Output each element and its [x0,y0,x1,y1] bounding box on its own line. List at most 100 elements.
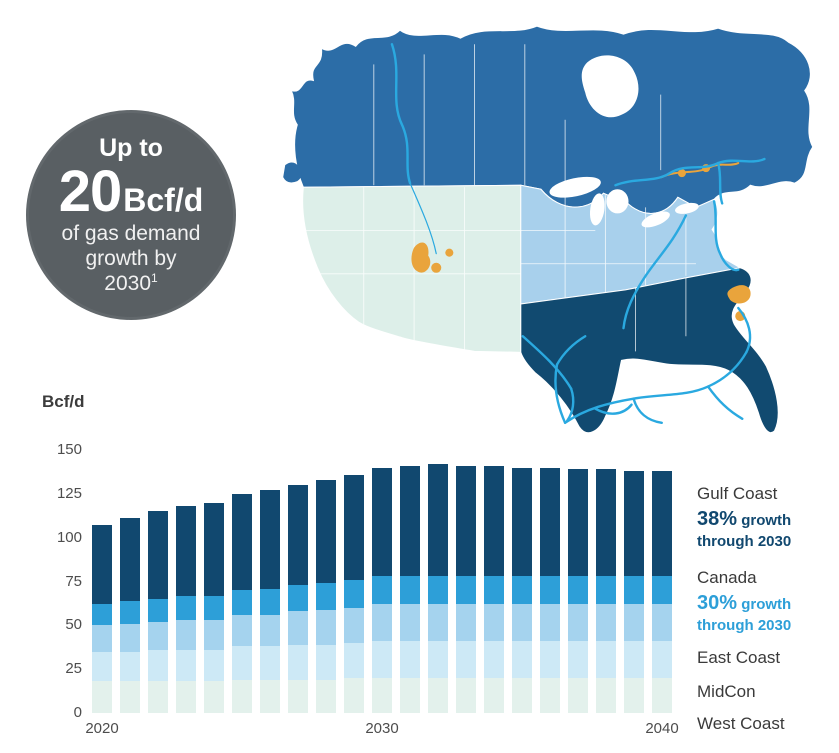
bar-2024 [204,502,224,713]
north-america-map [263,4,837,452]
bar-2026 [260,490,280,713]
badge-top-label: Up to [99,133,163,162]
segment-west-coast [624,677,644,713]
segment-gulf-coast [456,465,476,577]
bar-2022 [148,511,168,713]
legend-gulf-coast-label: Gulf Coast [697,484,778,503]
segment-east-coast [316,609,336,645]
map-vancouver-island [283,162,302,183]
segment-midcon [512,641,532,678]
x-tick-label: 2030 [365,720,399,737]
segment-gulf-coast [540,467,560,577]
segment-gulf-coast [148,511,168,600]
segment-canada [176,595,196,621]
plot-area [92,450,674,713]
y-tick-label: 150 [56,441,82,458]
bar-2027 [288,485,308,713]
segment-canada [92,604,112,626]
badge-unit: Bcf/d [123,181,204,218]
y-tick-label: 50 [65,616,82,634]
bar-2031 [400,465,420,713]
segment-canada [372,576,392,605]
segment-midcon [624,641,644,678]
segment-midcon [204,649,224,682]
segment-west-coast [232,679,252,713]
segment-canada [540,576,560,605]
segment-east-coast [596,604,616,642]
chart-y-axis-title: Bcf/d [42,392,85,411]
segment-west-coast [456,677,476,713]
bar-2030 [372,467,392,713]
segment-east-coast [120,623,140,652]
segment-gulf-coast [484,465,504,577]
bars [92,450,674,713]
demand-chart: Bcf/d 0 25 50 75 100 125 150 2020 2030 2040 [40,392,835,752]
segment-midcon [596,641,616,678]
segment-west-coast [176,681,196,713]
segment-midcon [260,646,280,680]
x-axis: 2020 2030 2040 [85,720,678,742]
segment-east-coast [232,614,252,647]
bar-2034 [484,465,504,713]
segment-canada [204,595,224,621]
segment-gulf-coast [204,502,224,596]
segment-gulf-coast [596,469,616,577]
bar-2035 [512,467,532,713]
badge-value: 20 [58,158,123,224]
segment-gulf-coast [372,467,392,577]
map-region-west [302,184,522,353]
segment-west-coast [316,679,336,713]
badge-desc-line1: of gas demand [61,221,201,245]
segment-west-coast [540,677,560,713]
y-tick-label: 125 [56,484,82,502]
segment-canada [652,576,672,605]
segment-canada [512,576,532,605]
segment-midcon [288,644,308,680]
segment-midcon [456,641,476,678]
segment-gulf-coast [568,469,588,577]
legend-west-coast-label: West Coast [697,714,785,733]
segment-canada [456,576,476,605]
segment-east-coast [344,607,364,643]
segment-canada [568,576,588,605]
legend-east-coast-label: East Coast [697,648,781,667]
bar-2040 [652,471,672,713]
y-tick-label: 100 [56,528,82,546]
segment-east-coast [512,604,532,642]
segment-canada [288,585,308,612]
legend-canada-label: Canada [697,568,757,587]
segment-west-coast [344,677,364,713]
segment-midcon [484,641,504,678]
demand-growth-badge: Up to 20 Bcf/d of gas demand growth by 2… [26,110,236,320]
segment-midcon [176,649,196,682]
segment-west-coast [596,677,616,713]
map-svg [283,25,814,434]
y-axis: 0 25 50 75 100 125 150 [40,441,82,721]
badge-desc-line3: 20301 [104,270,158,295]
segment-west-coast [260,679,280,713]
segment-west-coast [120,681,140,713]
map-great-lakes [549,176,699,228]
segment-gulf-coast [316,479,336,584]
segment-canada [316,583,336,610]
x-tick-label: 2040 [645,720,679,737]
segment-east-coast [204,620,224,650]
segment-west-coast [512,677,532,713]
segment-gulf-coast [400,465,420,577]
segment-canada [624,576,644,605]
bar-2033 [456,465,476,713]
segment-east-coast [260,614,280,647]
y-tick-label: 25 [65,660,82,678]
segment-midcon [372,641,392,678]
segment-gulf-coast [652,471,672,577]
segment-east-coast [400,604,420,642]
segment-midcon [148,649,168,682]
segment-gulf-coast [260,490,280,589]
segment-canada [428,576,448,605]
segment-canada [484,576,504,605]
segment-east-coast [456,604,476,642]
x-tick-label: 2020 [85,720,119,737]
bar-2029 [344,474,364,713]
segment-canada [120,600,140,624]
legend-canada: Canada 30% growth through 2030 [697,568,791,636]
